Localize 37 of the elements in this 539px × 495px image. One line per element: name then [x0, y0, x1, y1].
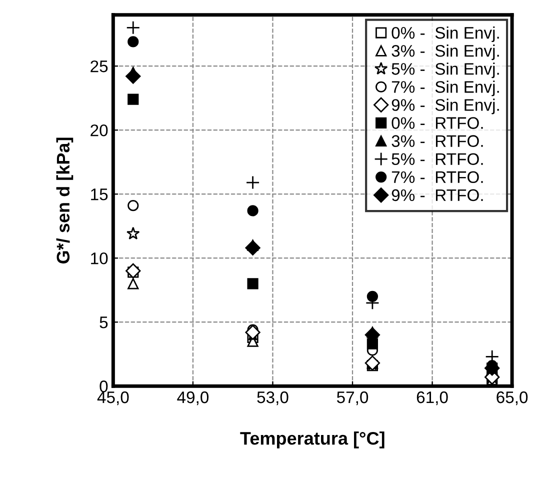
point [128, 278, 139, 290]
point [246, 176, 260, 190]
legend-label: 5% - Sin Envj. [392, 62, 499, 78]
y-tick-label: 20 [90, 124, 108, 136]
y-axis-title: G*/ sen d [kPa] [56, 138, 74, 264]
x-tick-label: 61,0 [416, 391, 448, 406]
legend-label: 3% - Sin Envj. [392, 44, 499, 60]
point [128, 200, 139, 212]
point [126, 263, 141, 278]
y-tick-label: 5 [100, 316, 108, 328]
legend-label: 9% - Sin Envj. [392, 98, 499, 114]
legend-label: 7% - RTFO. [392, 171, 483, 184]
legend-label: 7% - Sin Envj. [392, 80, 499, 96]
point [247, 205, 258, 216]
legend-label: 5% - RTFO. [392, 153, 483, 166]
point [126, 68, 141, 84]
x-tick-label: 49,0 [177, 391, 209, 406]
x-tick-label: 53,0 [257, 391, 288, 406]
point [126, 20, 140, 35]
y-tick-label: 10 [91, 252, 108, 264]
point [366, 290, 378, 302]
x-axis-title: Temperatura [°C] [240, 432, 384, 448]
y-tick-label: 15 [91, 188, 108, 200]
legend-label: 3% - RTFO. [392, 135, 483, 147]
x-tick-label: 57,0 [336, 391, 368, 406]
y-tick-label: 0 [100, 380, 108, 392]
point [128, 94, 139, 105]
legend-label: 0% - RTFO. [392, 117, 483, 129]
legend-label: 0% - Sin Envj. [392, 26, 499, 42]
x-tick-label: 65,0 [496, 391, 528, 406]
point [245, 240, 260, 256]
point [128, 36, 139, 48]
legend-label: 9% - RTFO. [392, 189, 483, 202]
y-tick-label: 25 [90, 60, 108, 72]
point [126, 226, 140, 240]
x-tick-label: 45,0 [97, 391, 129, 406]
point [247, 278, 258, 290]
